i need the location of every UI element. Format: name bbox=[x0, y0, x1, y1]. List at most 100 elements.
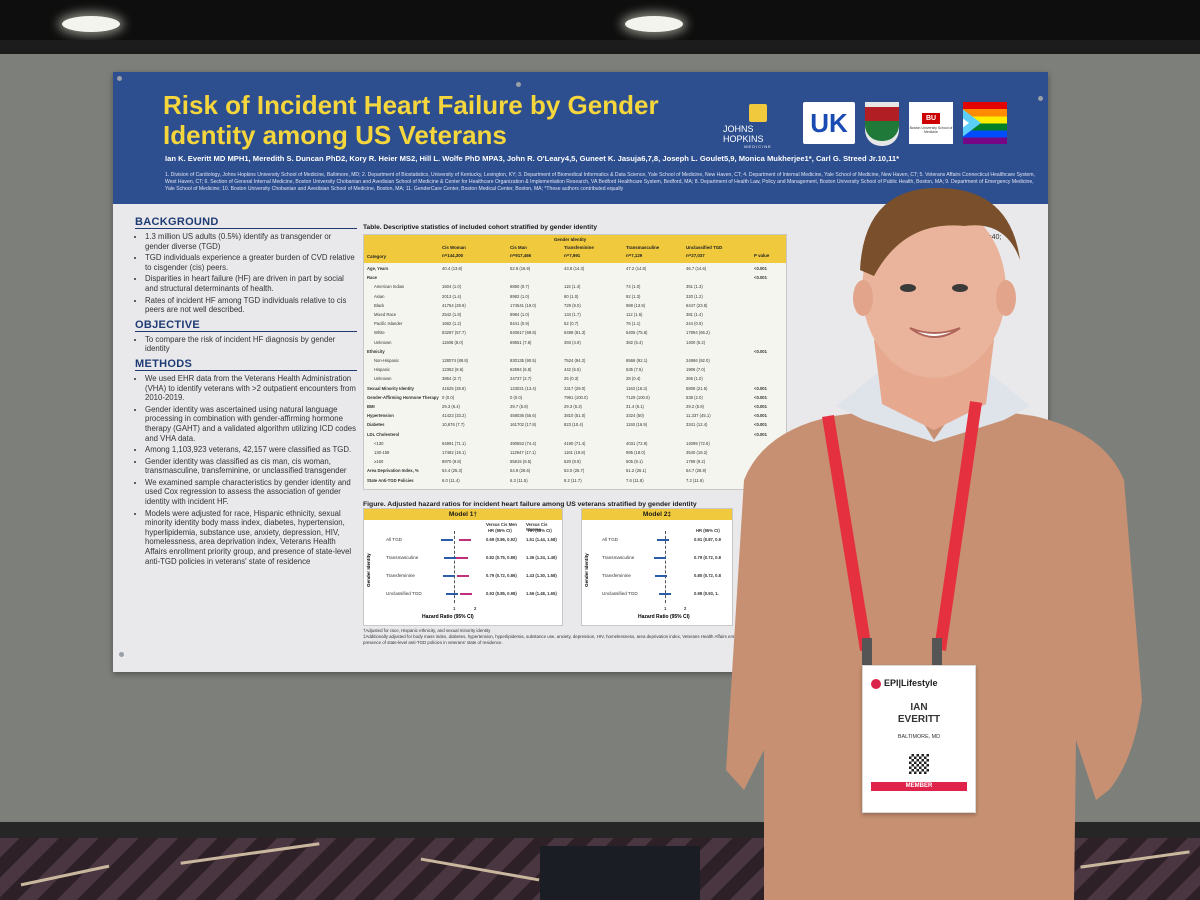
yale-shield-logo bbox=[865, 102, 899, 146]
x-axis-label: Hazard Ratio (95% CI) bbox=[422, 614, 474, 620]
table-cell: 54.9 (26.6) bbox=[510, 468, 531, 474]
hazard-ratio-marker bbox=[443, 575, 456, 577]
ear bbox=[853, 280, 873, 316]
push-pin bbox=[1038, 96, 1043, 101]
table-cell: 393 (4.9) bbox=[564, 339, 581, 345]
bullet-item: We used EHR data from the Veterans Healt… bbox=[145, 374, 357, 403]
table-cell: 74 (1.0) bbox=[626, 284, 641, 290]
table-cell: 8984 (1.0) bbox=[510, 312, 530, 317]
table-cell: 0 (0.0) bbox=[510, 394, 523, 400]
col-header: Unclassified TGD bbox=[686, 245, 723, 250]
table-cell: 28 (0.4) bbox=[626, 376, 641, 382]
table-cell: 1906 (7.0) bbox=[686, 367, 706, 373]
table-title: Table. Descriptive statistics of include… bbox=[363, 224, 598, 231]
table-row: State Anti-TGD Policies 6.0 (11.4) 6.3 (11… bbox=[364, 478, 786, 485]
row-label: Black bbox=[374, 302, 385, 308]
table-cell: 1193 (16.9) bbox=[626, 422, 648, 428]
poster-header: Risk of Incident Heart Failure by Gender… bbox=[113, 72, 1048, 204]
table-row: 130-159 17482 (19.1) 112947 (17.1) 1161 (19… bbox=[364, 450, 786, 457]
eye bbox=[952, 284, 968, 292]
table-cell: 729 (9.0) bbox=[564, 302, 581, 308]
visitor-legs bbox=[540, 846, 700, 900]
row-label: Diabetes bbox=[367, 422, 385, 428]
x-tick-label: 1 bbox=[453, 606, 456, 611]
objective-heading: OBJECTIVE bbox=[135, 319, 357, 332]
table-cell: 112947 (17.1) bbox=[510, 450, 536, 455]
table-row: Ethnicity <0.001 bbox=[364, 349, 786, 356]
hazard-ratio-marker bbox=[654, 575, 667, 577]
row-label: Area Deprivation Index, % bbox=[367, 468, 419, 474]
x-tick-label: 1 bbox=[664, 606, 667, 611]
ceiling-light bbox=[625, 16, 683, 32]
table-cell: 538 (2.0) bbox=[686, 394, 703, 400]
table-cell: 25 (0.3) bbox=[564, 376, 579, 382]
table-cell: 7524 (94.2) bbox=[564, 358, 586, 363]
table-cell: 1400 (5.2) bbox=[686, 339, 706, 345]
table-cell: 0 (0.0) bbox=[442, 394, 455, 400]
table-cell: 830135 (90.5) bbox=[510, 358, 537, 363]
table-cell: 4031 (72.9) bbox=[626, 440, 648, 446]
col-header-n: n=27,037 bbox=[686, 253, 705, 258]
table-cell: 490553 (74.4) bbox=[510, 440, 537, 446]
push-pin bbox=[516, 82, 521, 87]
hazard-ratio-marker bbox=[657, 539, 670, 541]
col-header-n: n=144,300 bbox=[442, 253, 464, 258]
face bbox=[862, 202, 1006, 378]
table-cell: 7.2 (11.6) bbox=[686, 477, 704, 483]
hazard-ratio-value: 0.79 (0.72, 0.86) bbox=[486, 573, 517, 578]
table-row: BMI 29.3 (6.4) 29.7 (5.8) 29.3 (6.3) 31.4 (6… bbox=[364, 404, 786, 411]
hazard-ratio-value: 0.91 (0.87, 0.9 bbox=[694, 537, 722, 542]
bullet-item: Gender identity was ascertained using na… bbox=[145, 405, 357, 443]
bullet-item: TGD individuals experience a greater bur… bbox=[145, 253, 357, 272]
hazard-ratio-value: 0.98 (0.93, 1. bbox=[694, 591, 719, 596]
hazard-ratio-marker bbox=[654, 557, 667, 559]
x-axis-label: Hazard Ratio (95% CI) bbox=[638, 614, 690, 620]
hazard-ratio-value: 1.51 (1.44, 1.58) bbox=[526, 537, 557, 542]
table-cell: 535 (7.5) bbox=[626, 367, 643, 373]
jh-sub: MEDICINE bbox=[744, 143, 772, 149]
ceiling bbox=[0, 0, 1200, 42]
row-label: Sexual Minority Identity bbox=[367, 385, 415, 391]
eye bbox=[900, 284, 916, 292]
table-cell: 54.7 (26.9) bbox=[686, 468, 707, 474]
hazard-ratio-marker bbox=[459, 539, 472, 541]
hazard-ratio-marker bbox=[441, 539, 454, 541]
row-label: Asian bbox=[374, 293, 385, 299]
p-value: <0.001 bbox=[754, 385, 767, 391]
table-cell: 6850 (0.7) bbox=[510, 284, 530, 290]
table-cell: 6.0 (11.4) bbox=[442, 477, 460, 483]
table-row: Area Deprivation Index, % 54.4 (25.3) 54.9… bbox=[364, 468, 786, 475]
badge-brand: EPI|Lifestyle bbox=[871, 678, 938, 689]
bullet-item: Disparities in heart failure (HF) are dr… bbox=[145, 274, 357, 293]
table-cell: 31.4 (6.1) bbox=[626, 404, 644, 409]
table-row: Asian 2013 (1.4) 8982 (1.0) 80 (1.0) 92 (1.3… bbox=[364, 294, 786, 301]
row-label: <130 bbox=[374, 440, 384, 446]
table-row: Black 41754 (28.9) 174541 (19.0) 729 (9.0) 9… bbox=[364, 303, 786, 310]
badge-brand-text: EPI|Lifestyle bbox=[884, 678, 938, 688]
table-row: Non-Hispanic 128074 (88.8) 830135 (90.5) 75… bbox=[364, 358, 786, 365]
bullet-item: Models were adjusted for race, Hispanic … bbox=[145, 509, 357, 567]
table-cell: 62594 (6.8) bbox=[510, 367, 532, 373]
background-bullets: 1.3 million US adults (0.5%) identify as… bbox=[125, 232, 357, 315]
row-label: Unknown bbox=[374, 339, 392, 345]
hazard-ratio-marker bbox=[446, 593, 459, 595]
table-cell: 64991 (71.1) bbox=[442, 440, 466, 446]
table-cell: 41625 (28.8) bbox=[442, 385, 466, 391]
board-frame bbox=[0, 40, 1200, 54]
table-cell: 3341 (12.4) bbox=[686, 422, 708, 428]
uk-text: UK bbox=[810, 107, 848, 138]
p-value: <0.001 bbox=[754, 431, 767, 437]
table-row: Hypertension 41423 (33.2) 458036 (55.6) 381… bbox=[364, 413, 786, 420]
col-header: Transfeminine bbox=[564, 245, 594, 250]
table-cell: 7991 (100.0) bbox=[564, 394, 588, 400]
table-row: Age, Years 40.4 (13.8) 52.8 (16.9) 43.8 (14… bbox=[364, 266, 786, 273]
table-row: Unknown 11508 (8.0) 69551 (7.6) 393 (4.9) 38… bbox=[364, 340, 786, 347]
p-value: <0.001 bbox=[754, 422, 767, 428]
table-cell: 10,676 (7.7) bbox=[442, 422, 465, 428]
table-row: Sexual Minority Identity 41625 (28.8) 1230… bbox=[364, 386, 786, 393]
table-cell: 1504 (1.0) bbox=[442, 284, 462, 290]
hazard-ratio-value: 0.79 (0.72, 0.8 bbox=[694, 555, 722, 560]
table-cell: 174541 (19.0) bbox=[510, 302, 537, 308]
hazard-ratio-value: 0.93 (0.85, 0.98) bbox=[486, 591, 517, 596]
carpet-pattern bbox=[20, 864, 110, 887]
